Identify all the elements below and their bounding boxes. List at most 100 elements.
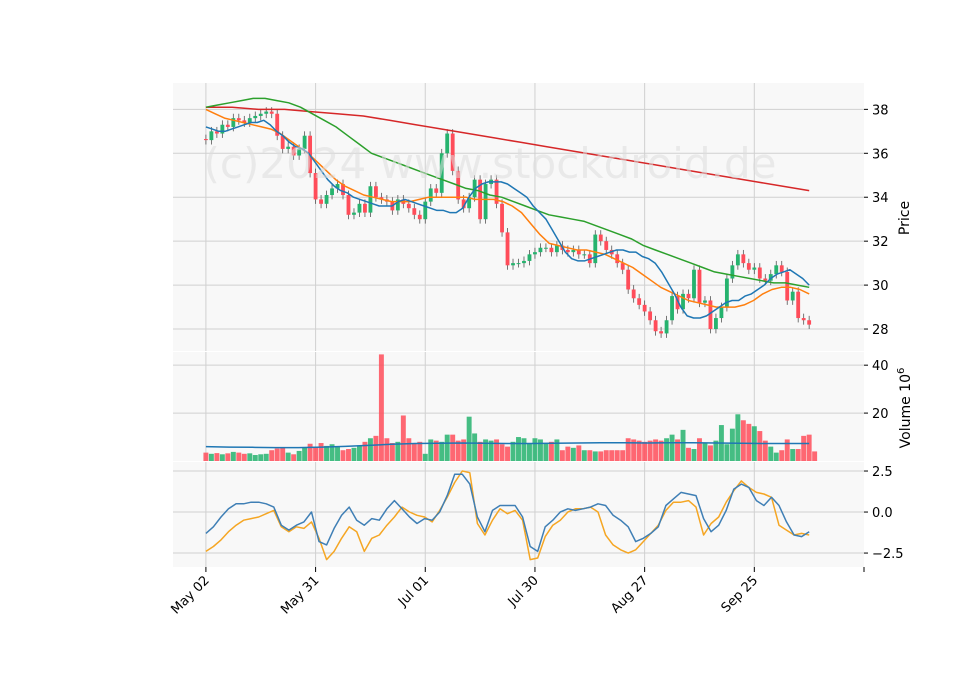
volume-bar bbox=[801, 435, 807, 461]
candle-body bbox=[576, 249, 581, 255]
candle-body bbox=[549, 247, 554, 253]
candle-body bbox=[659, 331, 664, 334]
volume-bar bbox=[614, 450, 620, 461]
candle-body bbox=[225, 124, 230, 127]
candle-body bbox=[357, 203, 362, 213]
candle-body bbox=[582, 254, 587, 256]
volume-bar bbox=[422, 453, 428, 461]
volume-bar bbox=[318, 443, 324, 461]
candle-body bbox=[752, 267, 757, 270]
candle-body bbox=[522, 260, 526, 264]
volume-bar bbox=[653, 439, 659, 461]
candle-body bbox=[445, 133, 450, 154]
candle-body bbox=[209, 131, 214, 141]
candle-body bbox=[631, 289, 636, 299]
volume-bar bbox=[241, 453, 247, 461]
candle-body bbox=[412, 208, 417, 215]
price-ytick-label: 28 bbox=[872, 323, 889, 338]
volume-bar bbox=[378, 354, 384, 461]
volume-bar bbox=[269, 450, 275, 461]
candle-body bbox=[598, 234, 603, 242]
candle-body bbox=[692, 269, 696, 299]
candle-body bbox=[533, 252, 537, 255]
volume-bar bbox=[203, 452, 209, 461]
candle-body bbox=[675, 296, 680, 310]
candle-body bbox=[686, 293, 691, 299]
volume-bar bbox=[219, 454, 225, 461]
volume-bar bbox=[230, 451, 236, 461]
volume-bar bbox=[472, 433, 478, 461]
volume-bar bbox=[428, 439, 434, 461]
oscillator-ytick-label: −2.5 bbox=[872, 547, 904, 562]
volume-bar bbox=[208, 453, 214, 461]
volume-bar bbox=[258, 454, 264, 461]
volume-bar bbox=[620, 450, 626, 461]
candle-body bbox=[395, 199, 400, 211]
price-ytick-label: 34 bbox=[872, 191, 889, 206]
candle-body bbox=[297, 148, 302, 156]
volume-axis-label-text: Volume bbox=[898, 396, 914, 448]
volume-bar bbox=[494, 439, 500, 461]
volume-bar bbox=[433, 440, 439, 461]
candle-body bbox=[670, 296, 674, 321]
candle-body bbox=[330, 188, 334, 196]
volume-bar bbox=[576, 445, 582, 461]
volume-bar bbox=[762, 440, 768, 461]
volume-bar bbox=[406, 438, 412, 461]
volume-bar bbox=[636, 440, 642, 461]
volume-ma-line bbox=[205, 442, 810, 449]
candle-body bbox=[664, 320, 669, 334]
volume-bar bbox=[537, 439, 543, 461]
volume-axis-label-exponent: 6 bbox=[896, 368, 907, 374]
volume-bar bbox=[335, 446, 340, 461]
candle-body bbox=[746, 263, 751, 270]
volume-bar bbox=[724, 444, 730, 461]
volume-bar bbox=[784, 439, 790, 461]
volume-bar bbox=[779, 450, 785, 461]
volume-axis-label: Volume 106 bbox=[896, 368, 914, 449]
volume-ytick-label: 40 bbox=[872, 359, 889, 374]
volume-bar bbox=[598, 451, 604, 461]
candle-body bbox=[379, 197, 384, 200]
volume-bar bbox=[669, 434, 675, 461]
volume-bar bbox=[647, 440, 653, 461]
volume-bar bbox=[581, 450, 587, 461]
volume-bar bbox=[554, 439, 560, 461]
candle-body bbox=[620, 263, 625, 270]
candle-body bbox=[258, 113, 263, 116]
candle-body bbox=[313, 173, 318, 200]
candle-body bbox=[554, 245, 559, 253]
candle-body bbox=[363, 203, 367, 213]
oscillator-ytick-label: 2.5 bbox=[872, 465, 893, 480]
x-tick-label: May 31 bbox=[278, 573, 322, 617]
volume-bar bbox=[757, 431, 763, 461]
candle-body bbox=[730, 265, 735, 279]
volume-bar bbox=[340, 450, 346, 461]
candle-body bbox=[406, 203, 411, 209]
candle-body bbox=[242, 120, 247, 123]
volume-bar bbox=[790, 449, 796, 461]
candle-body bbox=[483, 184, 488, 220]
volume-bar bbox=[384, 438, 390, 461]
volume-bar bbox=[307, 443, 313, 461]
candle-body bbox=[500, 203, 504, 233]
candle-body bbox=[516, 263, 521, 265]
volume-bar bbox=[532, 438, 538, 461]
candle-body bbox=[368, 186, 373, 213]
volume-bar bbox=[707, 445, 713, 461]
volume-bar bbox=[740, 420, 746, 461]
candle-body bbox=[494, 179, 499, 204]
ma-short-line bbox=[205, 119, 810, 319]
volume-bar bbox=[806, 434, 812, 461]
candle-body bbox=[807, 320, 812, 325]
candle-body bbox=[527, 254, 532, 261]
candle-body bbox=[335, 184, 340, 189]
volume-bar bbox=[658, 440, 664, 461]
volume-bar bbox=[373, 435, 379, 461]
candle-body bbox=[757, 267, 762, 279]
candle-body bbox=[236, 118, 241, 121]
candle-body bbox=[203, 139, 208, 141]
volume-bar bbox=[400, 415, 406, 461]
